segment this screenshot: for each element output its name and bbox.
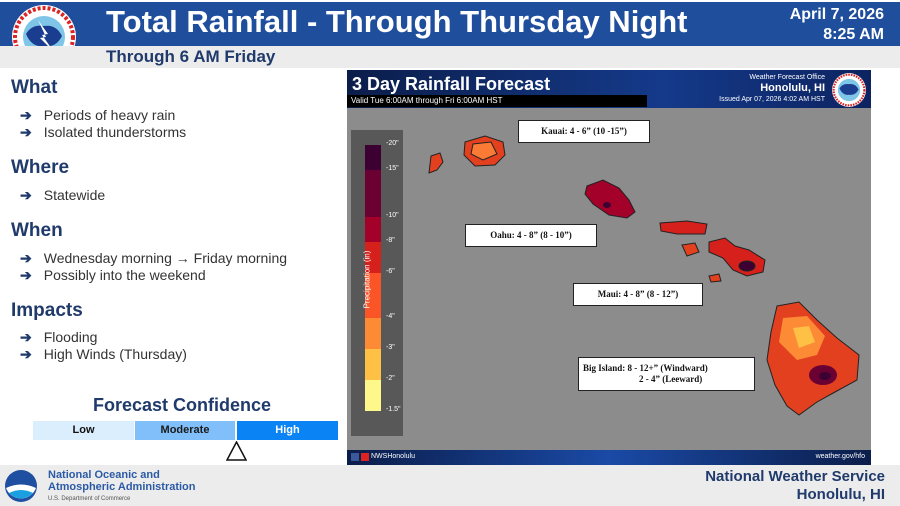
map-footer: NWSHonolulu weather.gov/hfo xyxy=(347,450,871,465)
subtitle: Through 6 AM Friday xyxy=(106,47,276,66)
list-item: ➔ Flooding xyxy=(20,329,98,345)
timestamp: April 7, 2026 8:25 AM xyxy=(790,5,884,45)
legend-swatch xyxy=(365,145,381,170)
confidence-indicator-icon xyxy=(226,441,247,461)
list-item: ➔ Wednesday morning → Friday morning xyxy=(20,250,288,266)
nws-map-logo-icon xyxy=(832,73,866,107)
facebook-icon xyxy=(351,453,359,461)
arrow-icon: ➔ xyxy=(20,187,32,203)
oahu-label: Oahu: 4 - 8” (8 - 10”) xyxy=(465,224,597,247)
legend-swatch xyxy=(365,273,381,318)
legend-tick-label: -6" xyxy=(386,268,395,275)
legend-tick-label: -10" xyxy=(386,212,399,219)
legend-swatch xyxy=(365,349,381,380)
legend-tick-label: -3" xyxy=(386,344,395,351)
nws-office: National Weather Service Honolulu, HI xyxy=(705,468,885,503)
legend-swatch xyxy=(365,170,381,217)
heading-impacts: Impacts xyxy=(11,300,83,321)
confidence-high: High xyxy=(237,421,338,440)
molokai-island xyxy=(659,220,708,235)
arrow-icon: ➔ xyxy=(20,329,32,345)
legend-swatch xyxy=(365,318,381,349)
list-item: ➔ Periods of heavy rain xyxy=(20,107,176,123)
oahu-island xyxy=(584,179,636,219)
noaa-name: National Oceanic and Atmospheric Administ… xyxy=(48,469,196,493)
precip-legend: -20" -15" -10" -8" -6" -4" -3" -2" -1.5" xyxy=(351,130,403,436)
legend-swatch xyxy=(365,217,381,242)
confidence-title: Forecast Confidence xyxy=(93,395,272,415)
map-valid-time: Valid Tue 6:00AM through Fri 6:00AM HST xyxy=(347,95,647,107)
arrow-icon: ➔ xyxy=(20,250,32,266)
kahoolawe-island xyxy=(708,273,722,283)
niihau-island xyxy=(428,152,444,174)
legend-tick-label: -4" xyxy=(386,313,395,320)
big-island-label: Big Island: 8 - 12+” (Windward) 2 - 4” (L… xyxy=(578,357,755,391)
legend-tick-label: -8" xyxy=(386,237,395,244)
lanai-island xyxy=(681,242,700,257)
maui-label: Maui: 4 - 8” (8 - 12”) xyxy=(573,283,703,306)
maui-island xyxy=(708,237,766,277)
legend-tick-label: -1.5" xyxy=(386,406,401,413)
social-handle: NWSHonolulu xyxy=(371,453,415,460)
heading-when: When xyxy=(11,220,63,241)
rainfall-map: 3 Day Rainfall Forecast Valid Tue 6:00AM… xyxy=(347,70,871,465)
kauai-label: Kauai: 4 - 6” (10 -15”) xyxy=(518,120,650,143)
footer-bar xyxy=(0,465,900,506)
list-item: ➔ High Winds (Thursday) xyxy=(20,346,187,362)
map-title: 3 Day Rainfall Forecast xyxy=(352,74,551,94)
list-item: ➔ Statewide xyxy=(20,187,106,203)
subtitle-bar xyxy=(0,46,900,68)
islands xyxy=(428,135,860,416)
youtube-icon xyxy=(361,453,369,461)
arrow-icon: ➔ xyxy=(20,267,32,283)
header-bar xyxy=(0,0,900,46)
legend-swatch xyxy=(365,242,381,273)
arrow-icon: ➔ xyxy=(20,346,32,362)
legend-swatch xyxy=(365,380,381,411)
heading-where: Where xyxy=(11,157,70,178)
time-text: 8:25 AM xyxy=(823,26,884,43)
map-url: weather.gov/hfo xyxy=(815,453,865,460)
noaa-logo-icon xyxy=(5,470,37,502)
list-item: ➔ Possibly into the weekend xyxy=(20,267,206,283)
legend-tick-label: -20" xyxy=(386,140,399,147)
noaa-department: U.S. Department of Commerce xyxy=(48,496,131,502)
legend-tick-label: -15" xyxy=(386,165,399,172)
confidence-moderate: Moderate xyxy=(135,421,235,440)
big-island xyxy=(766,301,860,416)
map-office: Weather Forecast Office Honolulu, HI Issue… xyxy=(719,74,825,103)
page-title: Total Rainfall - Through Thursday Night xyxy=(106,4,688,39)
arrow-icon: ➔ xyxy=(20,107,32,123)
arrow-icon: ➔ xyxy=(20,124,32,140)
legend-tick-label: -2" xyxy=(386,375,395,382)
date-text: April 7, 2026 xyxy=(789,6,884,23)
heading-what: What xyxy=(11,77,58,98)
confidence-low: Low xyxy=(33,421,134,440)
list-item: ➔ Isolated thunderstorms xyxy=(20,124,187,140)
